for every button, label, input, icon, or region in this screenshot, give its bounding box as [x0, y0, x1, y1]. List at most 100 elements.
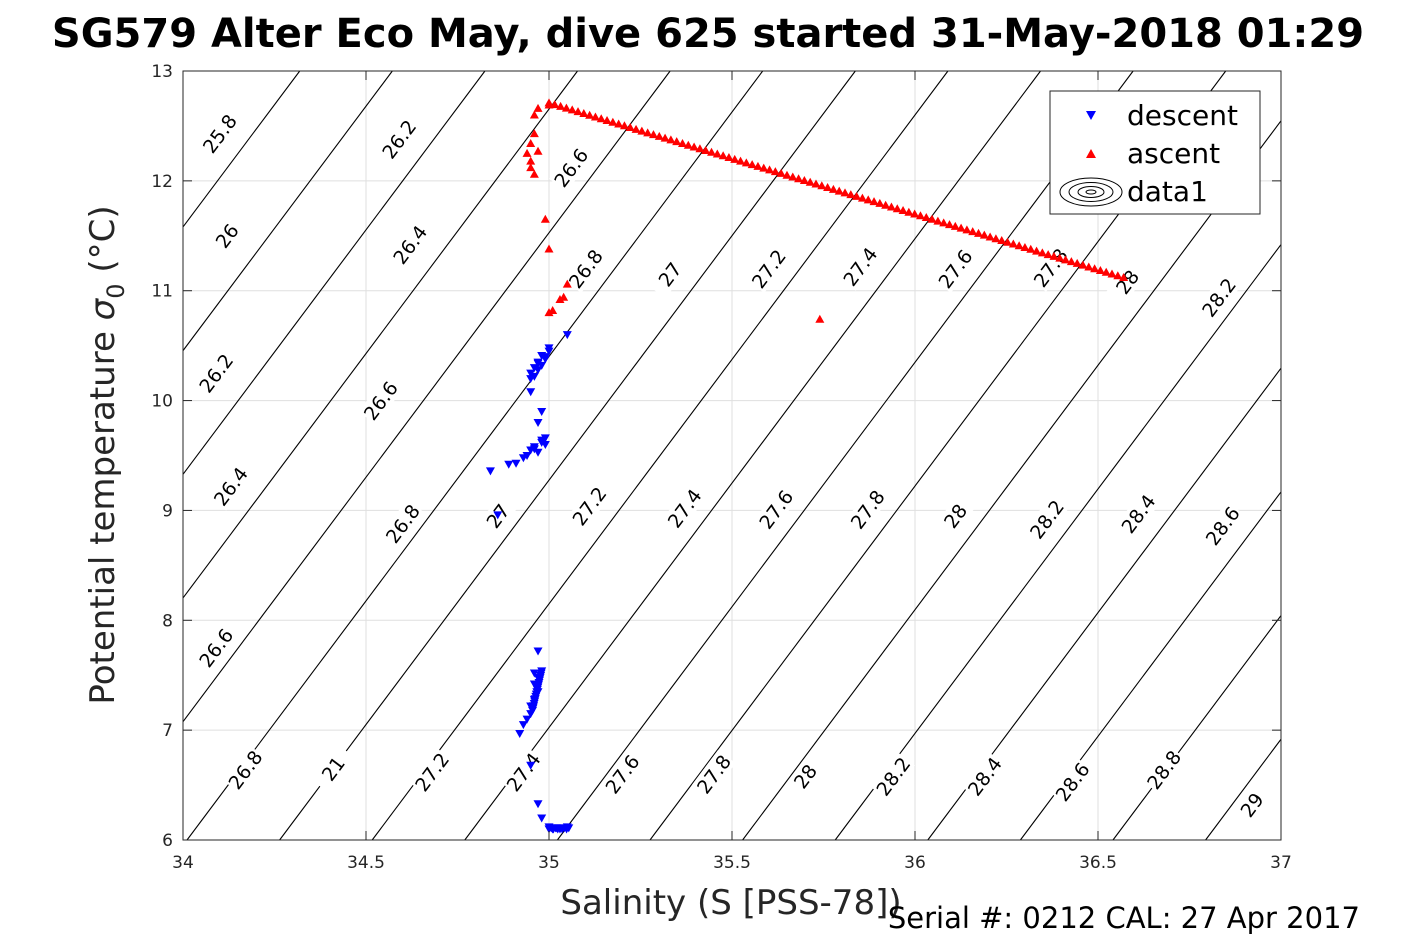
isopycnal-line: [182, 70, 671, 722]
ascent-point: [904, 207, 914, 216]
contour-label-bg: [197, 109, 242, 158]
contour-label-bg: [311, 744, 356, 793]
x-tick-label: 35: [538, 853, 560, 873]
x-tick-label: 34: [172, 853, 194, 873]
ascent-point: [1072, 258, 1082, 267]
descent-point: [529, 669, 539, 678]
descent-point: [544, 347, 554, 356]
contour-label: 26.8: [382, 501, 425, 548]
contour-label-bg: [933, 491, 978, 541]
ascent-point: [1095, 265, 1105, 274]
ascent-point: [759, 163, 769, 172]
x-tick-label: 37: [1270, 853, 1292, 873]
descent-point: [537, 667, 547, 676]
legend-ascent-marker: [1086, 149, 1096, 158]
ascent-point: [526, 156, 536, 165]
contour-label: 26.4: [210, 463, 253, 510]
contour-label-bg: [962, 752, 1007, 801]
ascent-point: [753, 161, 763, 170]
ascent-point: [944, 220, 954, 229]
descent-point: [522, 715, 532, 724]
ascent-point: [869, 197, 879, 206]
contour-label-bg: [208, 462, 253, 511]
x-tick-label: 35.5: [713, 853, 751, 873]
contour-label-bg: [1229, 780, 1274, 830]
descent-point: [526, 375, 536, 384]
descent-point: [537, 408, 547, 417]
descent-point: [522, 452, 532, 460]
descent-point: [518, 721, 528, 730]
contour-label-bg: [647, 250, 692, 299]
ascent-point: [1101, 267, 1111, 276]
ascent-point: [561, 103, 571, 112]
ascent-point: [526, 139, 536, 148]
contour-label: 28.8: [1143, 747, 1186, 794]
isopycnal-line: [556, 70, 1134, 841]
isopycnal-line: [1112, 615, 1282, 841]
legend: descent ascent data1: [1049, 90, 1261, 215]
contour-label-bg: [1050, 757, 1095, 806]
ascent-point: [544, 100, 554, 109]
legend-ascent-label: ascent: [1127, 137, 1220, 170]
ascent-point: [526, 163, 536, 172]
contour-label: 27.6: [935, 246, 978, 293]
ascent-point: [1014, 241, 1024, 250]
contour-label-bg: [204, 211, 249, 260]
contour-label-bg: [746, 244, 791, 293]
isopycnal-line: [834, 244, 1282, 841]
contour-label: 27.2: [411, 749, 454, 796]
descent-point: [493, 511, 503, 520]
x-tick-label: 36: [904, 853, 926, 873]
contour-label-bg: [567, 481, 612, 531]
ascent-point: [852, 191, 862, 200]
contour-label: 27.2: [748, 246, 791, 293]
ascent-point: [608, 117, 618, 126]
descent-point: [537, 436, 547, 445]
contour-label-bg: [548, 143, 593, 192]
chart-title: SG579 Alter Eco May, dive 625 started 31…: [52, 11, 1364, 57]
ascent-point: [533, 103, 543, 112]
contour-label: 27.2: [569, 483, 612, 530]
descent-point: [537, 352, 547, 361]
contour-label-bg: [501, 747, 546, 797]
ascent-point: [724, 153, 734, 162]
ascent-point: [579, 108, 589, 117]
ascent-point: [962, 225, 972, 234]
contour-label: 26.2: [378, 116, 421, 163]
ascent-point: [590, 112, 600, 121]
descent-point: [526, 761, 536, 770]
ascent-point: [718, 151, 728, 160]
y-tick-label: 13: [151, 62, 173, 82]
contour-label: 28.4: [1118, 491, 1161, 538]
contour-label: 26.6: [550, 145, 593, 192]
ascent-point: [991, 234, 1001, 243]
contour-label-bg: [933, 244, 978, 293]
ascent-point: [614, 119, 624, 128]
ascent-point: [1008, 239, 1018, 248]
legend-data1-marker: [1059, 177, 1123, 207]
contour-label: 26.6: [195, 625, 238, 672]
y-tick-label: 6: [162, 831, 173, 851]
descent-point: [526, 369, 536, 378]
contour-label: 26.4: [389, 222, 432, 269]
ascent-point: [892, 204, 902, 213]
ascent-point: [544, 308, 554, 317]
y-tick-label: 11: [151, 282, 173, 302]
axis-ticks: 34 34.5 35 35.5 36 36.5 37 6 7 8 9 10 11 12 13: [151, 62, 1291, 873]
ascent-point: [956, 223, 966, 232]
contour-label-bg: [358, 376, 403, 425]
descent-point: [540, 434, 550, 443]
ascent-point: [782, 170, 792, 179]
y-axis-label-unit: (°C): [83, 205, 123, 283]
ascent-point: [1049, 251, 1059, 260]
contour-label: 28.4: [964, 753, 1007, 800]
ascent-point: [544, 244, 554, 253]
contour-label: 27.4: [839, 244, 882, 291]
y-axis-label-main: Potential temperature: [83, 320, 123, 704]
ascent-point: [950, 221, 960, 230]
ascent-point: [660, 133, 670, 142]
contour-label-bg: [1024, 495, 1069, 544]
ascent-point: [695, 144, 705, 153]
contour-label-bg: [223, 745, 268, 794]
